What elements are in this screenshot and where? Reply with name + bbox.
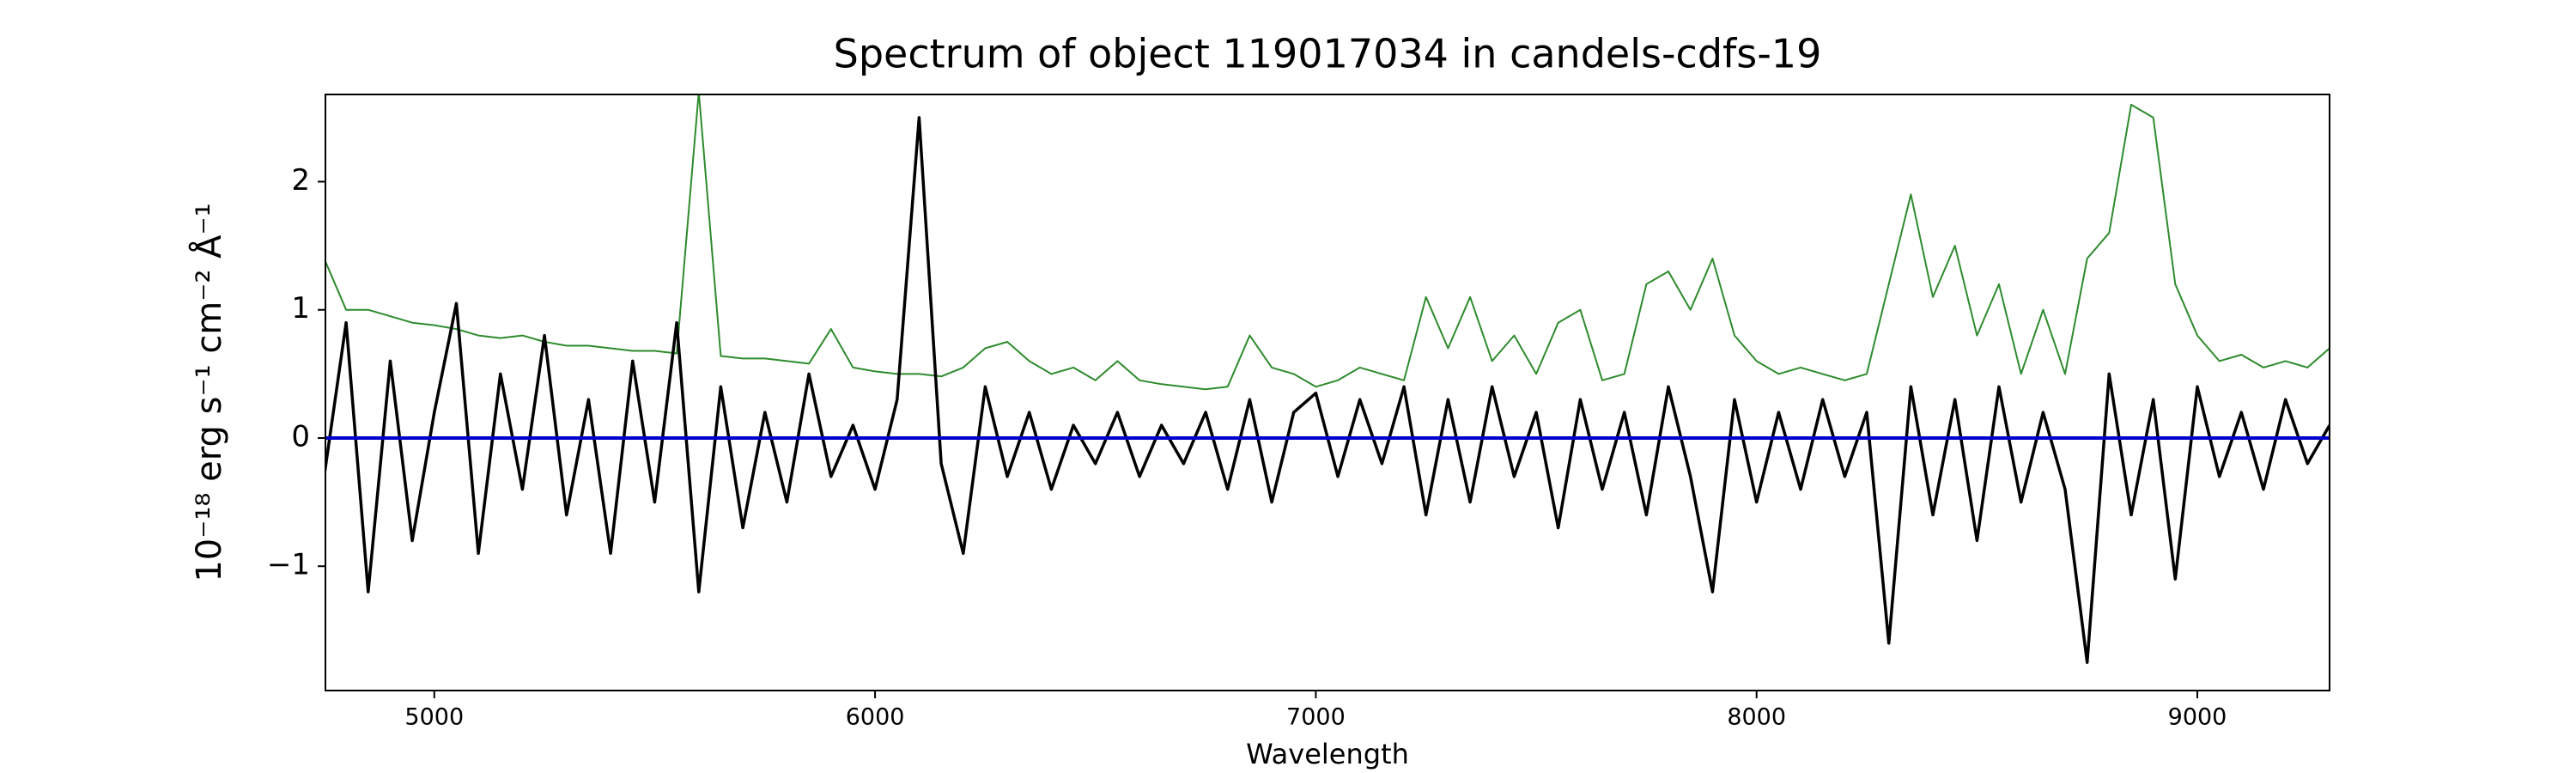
y-tick-label: 1: [291, 291, 310, 326]
y-tick-label: 0: [291, 419, 310, 453]
plot-area: [325, 94, 2330, 664]
series-line: [325, 116, 2330, 664]
series-line: [325, 94, 2330, 391]
y-axis-label: 10⁻¹⁸ erg s⁻¹ cm⁻² Å⁻¹: [188, 203, 229, 581]
y-tick-label: 2: [291, 163, 310, 198]
x-tick-label: 9000: [2168, 704, 2227, 731]
chart-title: Spectrum of object 119017034 in candels-…: [834, 31, 1822, 77]
x-tick-label: 5000: [404, 704, 464, 731]
y-tick-label: −1: [267, 548, 310, 582]
x-tick-label: 7000: [1286, 704, 1346, 731]
x-tick-label: 8000: [1727, 704, 1786, 731]
x-axis-label: Wavelength: [1246, 738, 1409, 770]
axes-frame: [325, 94, 2330, 691]
x-tick-label: 6000: [846, 704, 905, 731]
